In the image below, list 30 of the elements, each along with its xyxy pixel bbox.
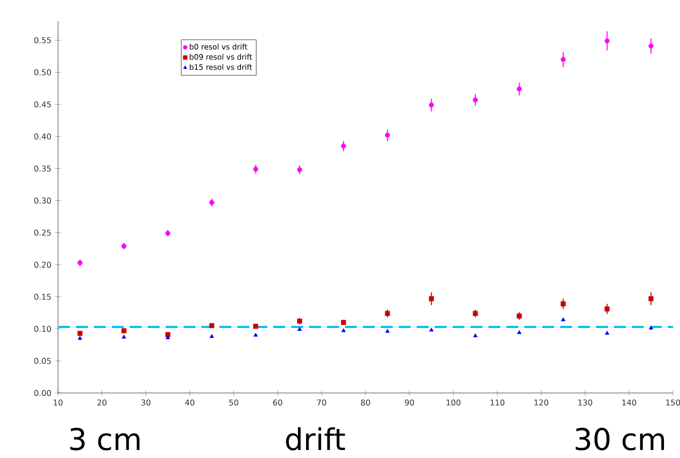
point xyxy=(384,132,390,138)
point xyxy=(429,328,434,332)
point xyxy=(560,56,566,62)
text: drift xyxy=(286,427,345,450)
point xyxy=(517,330,522,334)
point xyxy=(604,38,610,44)
point xyxy=(297,326,302,331)
text: 30 cm xyxy=(576,428,664,450)
point xyxy=(473,333,478,338)
point xyxy=(604,306,610,312)
point xyxy=(428,102,434,108)
point xyxy=(341,328,346,332)
point xyxy=(341,144,346,149)
point xyxy=(385,328,390,333)
point xyxy=(472,97,478,102)
point xyxy=(122,334,126,339)
point xyxy=(561,317,566,322)
point xyxy=(560,301,566,306)
point xyxy=(516,86,522,92)
point xyxy=(253,166,258,172)
point xyxy=(78,336,82,340)
point xyxy=(648,44,654,48)
point xyxy=(297,167,302,172)
point xyxy=(428,296,434,302)
point xyxy=(604,330,610,335)
point xyxy=(254,332,258,337)
text: 3 cm xyxy=(70,428,140,450)
point xyxy=(648,296,654,302)
point xyxy=(648,326,654,330)
point xyxy=(210,334,214,338)
